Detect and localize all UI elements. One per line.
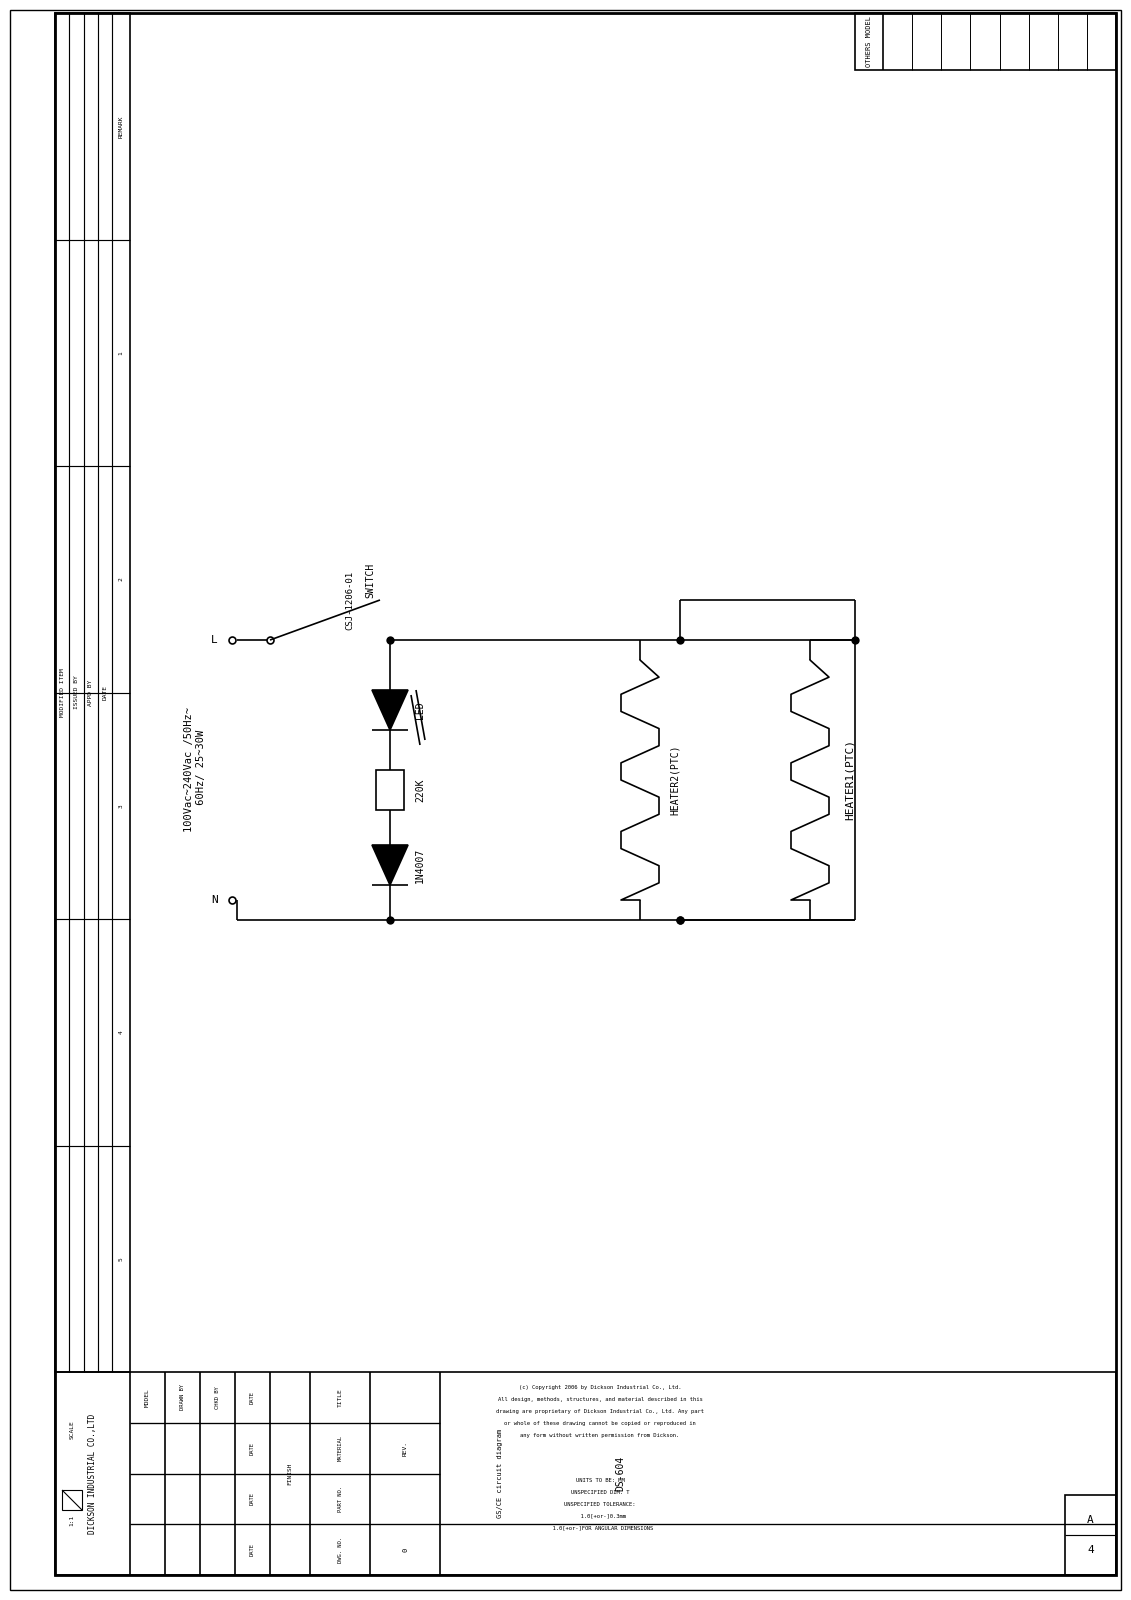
- Text: UNITS TO BE: MM: UNITS TO BE: MM: [576, 1477, 624, 1483]
- Text: L: L: [211, 635, 218, 645]
- Text: 3: 3: [119, 803, 123, 808]
- Text: 1:1: 1:1: [69, 1514, 75, 1526]
- Text: 4: 4: [1087, 1546, 1094, 1555]
- Text: UNSPECIFIED DIM. T: UNSPECIFIED DIM. T: [571, 1490, 629, 1494]
- Bar: [1065, 1494, 1116, 1574]
- Text: MODIFIED ITEM: MODIFIED ITEM: [60, 669, 64, 717]
- Text: UNSPECIFIED TOLERANCE:: UNSPECIFIED TOLERANCE:: [564, 1501, 636, 1507]
- Text: ISSUED BY: ISSUED BY: [74, 675, 79, 709]
- Text: any form without written permission from Dickson.: any form without written permission from…: [520, 1432, 680, 1437]
- Text: 1.0[+or-]FOR ANGULAR DIMENSIONS: 1.0[+or-]FOR ANGULAR DIMENSIONS: [546, 1525, 654, 1531]
- Text: 2: 2: [119, 578, 123, 581]
- Text: A: A: [1087, 1515, 1094, 1525]
- Text: DATE: DATE: [103, 685, 107, 701]
- Polygon shape: [372, 690, 408, 730]
- Text: FINISH: FINISH: [287, 1462, 293, 1485]
- Text: DATE: DATE: [250, 1542, 254, 1557]
- Text: SCALE: SCALE: [69, 1421, 75, 1440]
- Text: CSJ-1206-01: CSJ-1206-01: [345, 571, 354, 629]
- Text: 4: 4: [119, 1030, 123, 1034]
- Text: 100Vac~240Vac /50Hz~
 60Hz/ 25~30W: 100Vac~240Vac /50Hz~ 60Hz/ 25~30W: [184, 707, 206, 832]
- Text: PART NO.: PART NO.: [337, 1486, 343, 1512]
- Text: DATE: DATE: [250, 1493, 254, 1506]
- Text: DWG. NO.: DWG. NO.: [337, 1536, 343, 1563]
- Text: 1: 1: [119, 350, 123, 355]
- Text: MODEL: MODEL: [145, 1387, 150, 1406]
- Text: CHKD BY: CHKD BY: [215, 1386, 221, 1408]
- Polygon shape: [372, 845, 408, 885]
- Text: OTHERS MODEL: OTHERS MODEL: [866, 16, 872, 67]
- Text: MATERIAL: MATERIAL: [337, 1435, 343, 1461]
- Text: 1N4007: 1N4007: [415, 848, 425, 883]
- Bar: [855, 13, 1116, 70]
- Bar: [55, 13, 130, 1371]
- Text: REV.: REV.: [403, 1440, 407, 1456]
- Text: 1.0[+or-]0.3mm: 1.0[+or-]0.3mm: [575, 1514, 625, 1518]
- Text: GS/CE circuit diagram: GS/CE circuit diagram: [497, 1429, 503, 1518]
- Text: DICKSON INDUSTRIAL CO.,LTD: DICKSON INDUSTRIAL CO.,LTD: [88, 1413, 97, 1534]
- Text: (c) Copyright 2006 by Dickson Industrial Co., Ltd.: (c) Copyright 2006 by Dickson Industrial…: [519, 1384, 681, 1389]
- Bar: [55, 1371, 1116, 1574]
- Text: All design, methods, structures, and material described in this: All design, methods, structures, and mat…: [498, 1397, 702, 1402]
- Bar: [62, 1490, 83, 1510]
- Text: N: N: [211, 894, 218, 906]
- Text: drawing are proprietary of Dickson Industrial Co., Ltd. Any part: drawing are proprietary of Dickson Indus…: [497, 1408, 703, 1413]
- Text: DS-604: DS-604: [615, 1456, 625, 1491]
- Text: REMARK: REMARK: [119, 115, 123, 138]
- Text: SWITCH: SWITCH: [365, 562, 375, 598]
- Text: HEATER2(PTC): HEATER2(PTC): [670, 744, 680, 816]
- Bar: [375, 770, 404, 810]
- Text: HEATER1(PTC): HEATER1(PTC): [845, 739, 855, 821]
- Text: DATE: DATE: [250, 1390, 254, 1403]
- Text: 0: 0: [402, 1547, 408, 1552]
- Text: DATE: DATE: [250, 1442, 254, 1454]
- Text: LED: LED: [415, 701, 425, 718]
- Text: or whole of these drawing cannot be copied or reproduced in: or whole of these drawing cannot be copi…: [504, 1421, 696, 1426]
- Text: DRAWN BY: DRAWN BY: [180, 1384, 185, 1410]
- Text: 5: 5: [119, 1258, 123, 1261]
- Text: APPD BY: APPD BY: [88, 680, 93, 706]
- Text: TITLE: TITLE: [337, 1387, 343, 1406]
- Text: 220K: 220K: [415, 778, 425, 802]
